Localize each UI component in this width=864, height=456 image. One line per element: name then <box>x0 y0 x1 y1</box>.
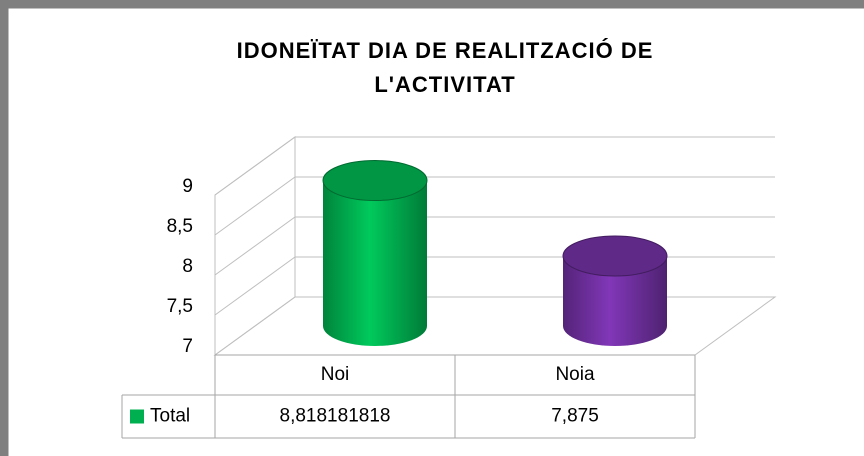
bar <box>563 256 667 346</box>
y-tick-label: 7 <box>182 336 193 357</box>
y-tick-label: 9 <box>182 176 193 197</box>
chart-title: L'ACTIVITAT <box>374 72 515 97</box>
grid-line <box>214 216 775 276</box>
y-tick-label: 8,5 <box>167 216 193 237</box>
grid-line <box>214 136 775 196</box>
bar <box>323 180 427 346</box>
grid-line <box>214 176 775 236</box>
bar-top <box>322 160 428 202</box>
table-value: 7,875 <box>551 406 599 427</box>
legend-key <box>130 409 144 424</box>
y-tick-label: 7,5 <box>167 296 193 317</box>
x-tick-label: Noia <box>555 364 595 385</box>
legend-label: Total <box>150 406 190 427</box>
y-tick-label: 8 <box>182 256 193 277</box>
chart-title: IDONEÏTAT DIA DE REALITZACIÓ DE <box>237 38 654 63</box>
x-tick-label: Noi <box>321 364 350 385</box>
table-value: 8,818181818 <box>280 406 391 427</box>
bar-top <box>562 235 668 277</box>
